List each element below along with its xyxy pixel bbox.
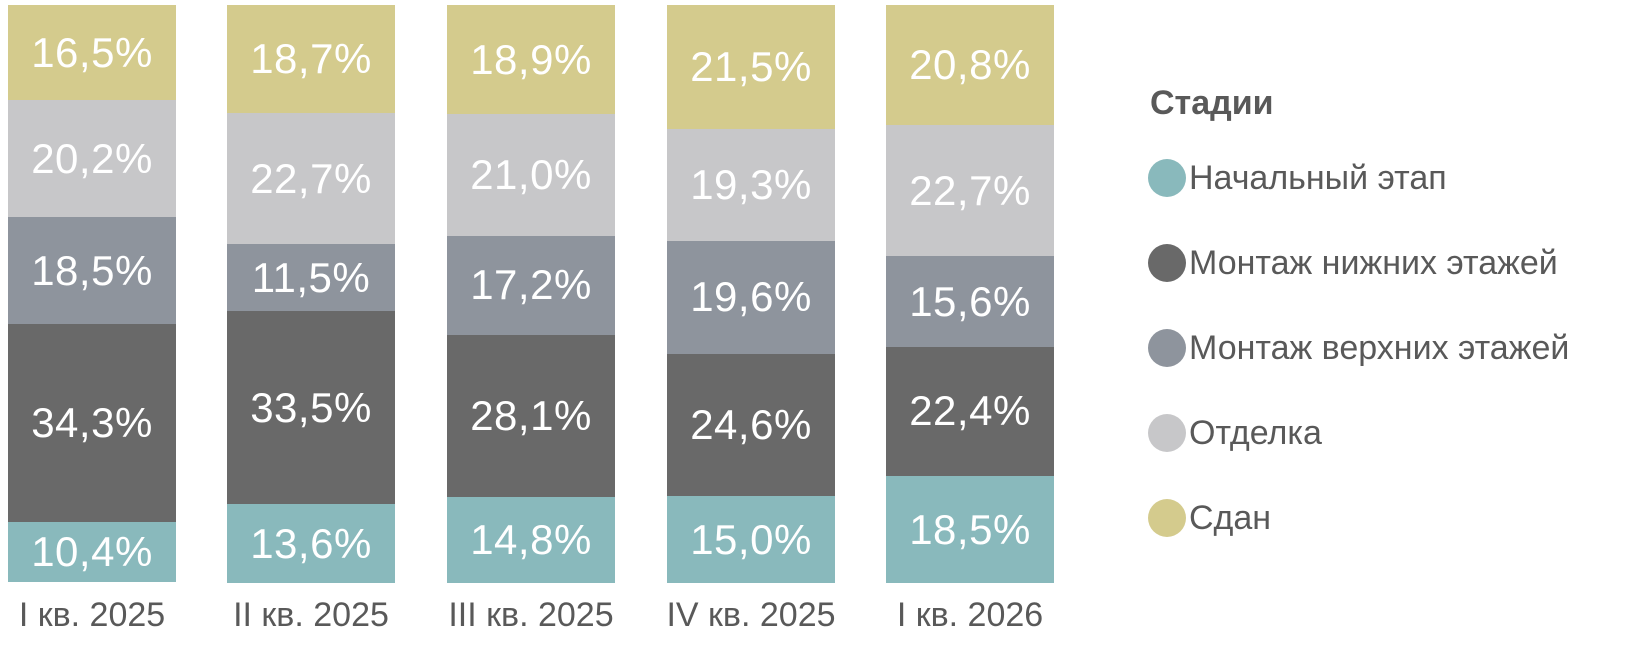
segment-value-label: 22,7% [250, 154, 372, 202]
bar-segment: 20,2% [8, 100, 176, 218]
legend-item-label: Сдан [1189, 498, 1272, 537]
bar-segment: 15,0% [667, 496, 835, 583]
legend-item-label: Отделка [1189, 413, 1322, 452]
bar-segment: 34,3% [8, 324, 176, 523]
legend-item: Монтаж нижних этажей [1148, 243, 1558, 283]
bar-segment: 15,6% [886, 256, 1054, 347]
bar-segment: 11,5% [227, 244, 395, 311]
bar-segment: 19,6% [667, 240, 835, 355]
legend-item: Монтаж верхних этажей [1148, 328, 1569, 368]
x-axis-label: IV кв. 2025 [666, 596, 836, 634]
bar-segment: 33,5% [227, 310, 395, 505]
bar-segment: 22,7% [886, 125, 1054, 257]
bar-I кв. 2026: 20,8% 22,7% 15,6% 22,4% 18,5% [886, 5, 1054, 583]
legend-item-label: Монтаж нижних этажей [1189, 243, 1558, 282]
segment-value-label: 21,0% [470, 150, 592, 198]
segment-value-label: 17,2% [470, 261, 592, 309]
segment-value-label: 20,8% [909, 41, 1031, 89]
bar-segment: 21,0% [447, 114, 615, 236]
legend-item-label: Начальный этап [1189, 158, 1447, 197]
legend-title: Стадии [1150, 84, 1274, 122]
segment-value-label: 34,3% [31, 399, 153, 447]
segment-value-label: 19,6% [690, 273, 812, 321]
legend-color-dot-icon [1148, 499, 1186, 537]
bar-segment: 14,8% [447, 497, 615, 583]
segment-value-label: 21,5% [690, 43, 812, 91]
legend-color-dot-icon [1148, 244, 1186, 282]
x-axis-label: III кв. 2025 [448, 596, 614, 634]
bar-segment: 17,2% [447, 235, 615, 336]
bar-segment: 28,1% [447, 335, 615, 498]
x-axis-label: I кв. 2025 [18, 596, 166, 634]
bar-segment: 18,9% [447, 5, 615, 115]
bar-segment: 20,8% [886, 5, 1054, 126]
segment-value-label: 15,6% [909, 277, 1031, 325]
bar-segment: 18,7% [227, 5, 395, 114]
segment-value-label: 14,8% [470, 516, 592, 564]
segment-value-label: 18,9% [470, 35, 592, 83]
segment-value-label: 28,1% [470, 392, 592, 440]
segment-value-label: 15,0% [690, 515, 812, 563]
segment-value-label: 16,5% [31, 28, 153, 76]
segment-value-label: 22,7% [909, 166, 1031, 214]
bar-segment: 10,4% [8, 522, 176, 583]
segment-value-label: 22,4% [909, 387, 1031, 435]
legend-item: Сдан [1148, 498, 1271, 538]
x-axis-label: I кв. 2026 [896, 596, 1044, 634]
bar-segment: 24,6% [667, 354, 835, 497]
bar-segment: 19,3% [667, 129, 835, 241]
segment-value-label: 19,3% [690, 161, 812, 209]
segment-value-label: 24,6% [690, 401, 812, 449]
bar-segment: 18,5% [8, 217, 176, 325]
segment-value-label: 18,5% [909, 505, 1031, 553]
bar-II кв. 2025: 18,7% 22,7% 11,5% 33,5% 13,6% [227, 5, 395, 583]
segment-value-label: 33,5% [250, 383, 372, 431]
segment-value-label: 18,7% [250, 35, 372, 83]
segment-value-label: 11,5% [251, 253, 371, 301]
legend-color-dot-icon [1148, 329, 1186, 367]
bar-III кв. 2025: 18,9% 21,0% 17,2% 28,1% 14,8% [447, 5, 615, 583]
legend-color-dot-icon [1148, 159, 1186, 197]
segment-value-label: 20,2% [31, 134, 153, 182]
bar-segment: 13,6% [227, 504, 395, 583]
bar-segment: 16,5% [8, 5, 176, 101]
segment-value-label: 18,5% [31, 246, 153, 294]
bar-IV кв. 2025: 21,5% 19,3% 19,6% 24,6% 15,0% [667, 5, 835, 583]
segment-value-label: 10,4% [31, 528, 153, 576]
legend-item: Начальный этап [1148, 158, 1447, 198]
bar-segment: 21,5% [667, 5, 835, 130]
segment-value-label: 13,6% [250, 519, 372, 567]
legend-item-label: Монтаж верхних этажей [1189, 328, 1570, 367]
bar-segment: 18,5% [886, 476, 1054, 583]
legend-color-dot-icon [1148, 414, 1186, 452]
x-axis-label: II кв. 2025 [233, 596, 389, 634]
bar-segment: 22,7% [227, 113, 395, 245]
bar-segment: 22,4% [886, 346, 1054, 477]
legend-item: Отделка [1148, 413, 1322, 453]
bar-I кв. 2025: 16,5% 20,2% 18,5% 34,3% 10,4% [8, 5, 176, 583]
